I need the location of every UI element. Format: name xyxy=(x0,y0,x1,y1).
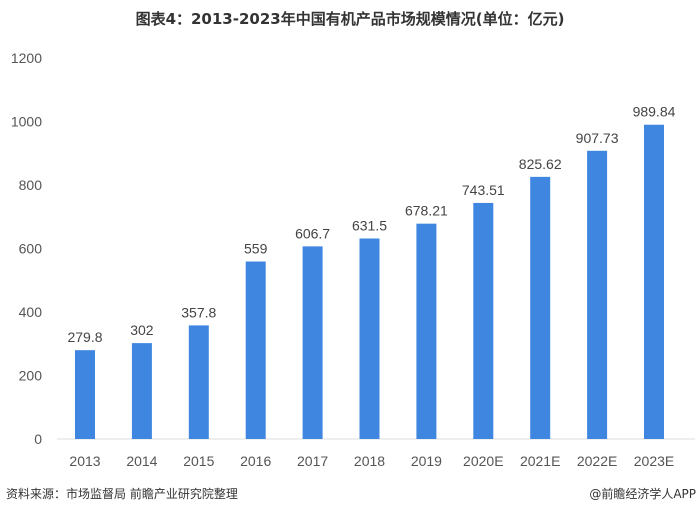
y-tick-label: 1200 xyxy=(11,50,42,66)
bar-2019 xyxy=(416,223,437,439)
bar-2017 xyxy=(302,246,323,439)
bar-2021E xyxy=(530,176,551,439)
y-tick-label: 400 xyxy=(19,304,43,320)
x-tick-label: 2017 xyxy=(297,453,328,469)
x-axis: 2013 2014 2015 2016 2017 2018 2019 2020E 2021E 20… xyxy=(69,453,674,469)
y-tick-label: 800 xyxy=(19,177,43,193)
data-label: 302 xyxy=(130,322,154,338)
x-tick-label: 2013 xyxy=(69,453,100,469)
data-label: 743.51 xyxy=(462,182,505,198)
x-tick-label: 2020E xyxy=(463,453,503,469)
x-tick-label: 2018 xyxy=(354,453,385,469)
bars: 279.8 302 357.8 559 606.7 631.5 678.21 743.51 82… xyxy=(67,104,676,440)
bar-2016 xyxy=(245,261,266,439)
y-tick-label: 1000 xyxy=(11,114,42,130)
chart-title: 图表4：2013-2023年中国有机产品市场规模情况(单位：亿元) xyxy=(135,10,565,28)
data-label: 631.5 xyxy=(352,217,387,233)
bar-2014 xyxy=(131,343,152,439)
x-tick-label: 2019 xyxy=(411,453,442,469)
data-label: 678.21 xyxy=(405,203,448,219)
bar-2015 xyxy=(188,325,209,439)
x-tick-label: 2023E xyxy=(634,453,674,469)
bar-2018 xyxy=(359,238,380,439)
data-label: 357.8 xyxy=(181,304,216,320)
x-tick-label: 2015 xyxy=(183,453,214,469)
bar-2020E xyxy=(473,202,494,439)
y-tick-label: 600 xyxy=(19,241,43,257)
x-tick-label: 2016 xyxy=(240,453,271,469)
data-label: 559 xyxy=(244,241,268,257)
x-tick-label: 2022E xyxy=(577,453,617,469)
source-note: 资料来源：市场监督局 前瞻产业研究院整理 xyxy=(6,487,238,501)
bar-2022E xyxy=(587,150,608,440)
credit-note: @前瞻经济学人APP xyxy=(589,487,696,501)
x-tick-label: 2014 xyxy=(126,453,157,469)
y-axis: 0 200 400 600 800 1000 1200 xyxy=(11,50,42,447)
bar-2023E xyxy=(644,124,664,439)
y-tick-label: 200 xyxy=(19,368,43,384)
bar-2013 xyxy=(75,350,95,439)
y-tick-label: 0 xyxy=(34,431,42,447)
data-label: 907.73 xyxy=(576,130,619,146)
x-tick-label: 2021E xyxy=(520,453,560,469)
data-label: 606.7 xyxy=(295,225,330,241)
data-label: 279.8 xyxy=(67,329,102,345)
data-label: 989.84 xyxy=(633,104,676,120)
data-label: 825.62 xyxy=(519,156,562,172)
